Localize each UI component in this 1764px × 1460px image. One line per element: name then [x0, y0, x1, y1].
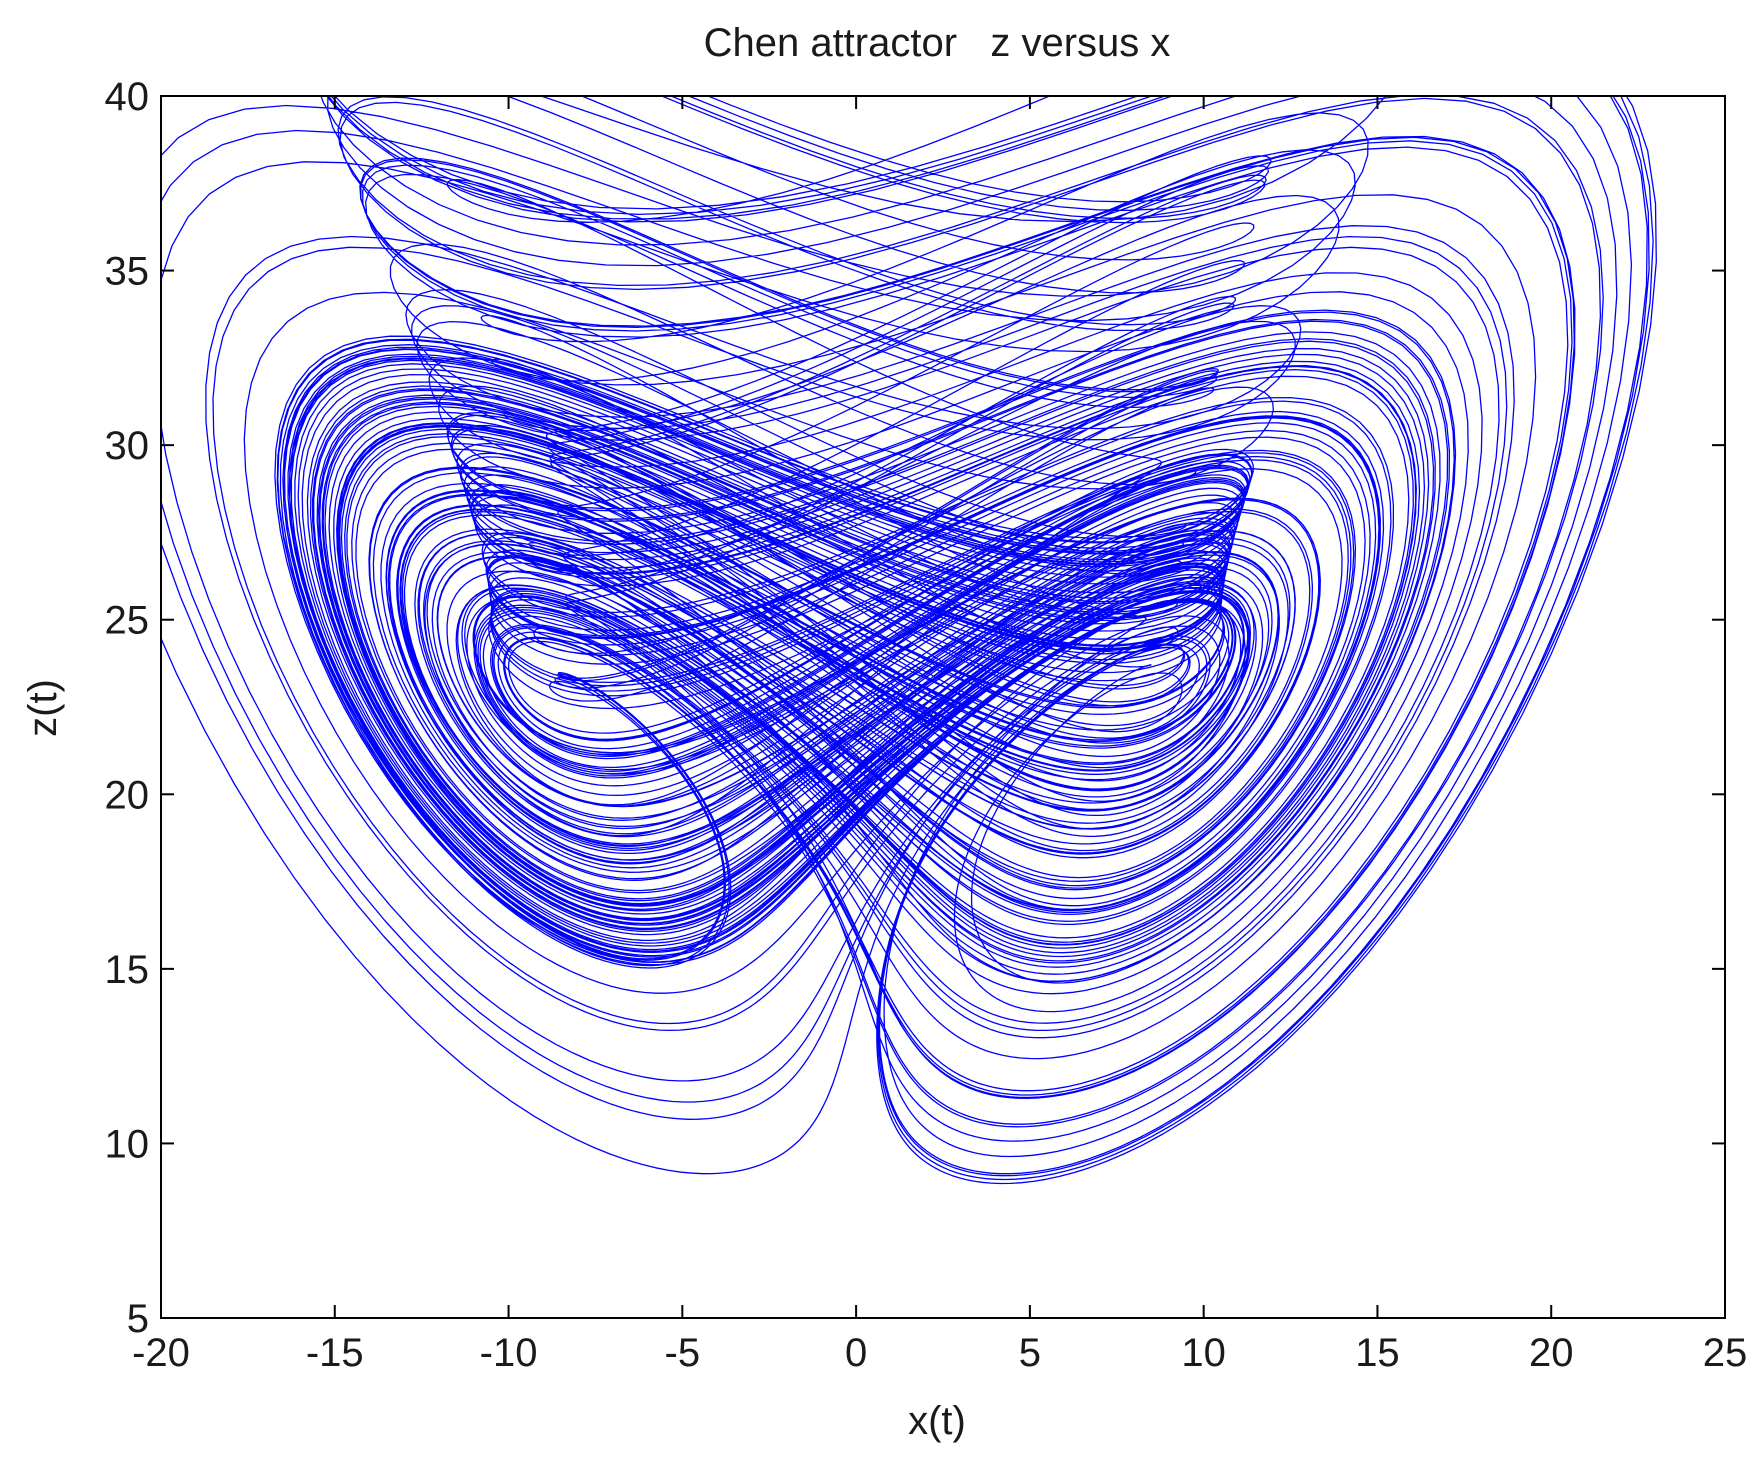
- y-tick-label: 25: [105, 599, 150, 643]
- x-tick-label: 0: [845, 1331, 867, 1375]
- x-tick-label: 15: [1355, 1331, 1400, 1375]
- y-tick-label: 35: [105, 250, 150, 294]
- x-tick-label: -20: [132, 1331, 190, 1375]
- chart-title: Chen attractor z versus x: [704, 21, 1171, 65]
- y-tick-label: 20: [105, 773, 150, 817]
- x-axis-ticks: -20 -15 -10 -5 0 5 10 15 20 25: [132, 96, 1747, 1375]
- x-tick-label: 5: [1019, 1331, 1041, 1375]
- y-axis-label: z(t): [21, 679, 65, 737]
- x-tick-label: -15: [306, 1331, 364, 1375]
- y-tick-label: 30: [105, 424, 150, 468]
- x-axis-label: x(t): [908, 1399, 966, 1443]
- attractor-trajectory-line: [161, 96, 1657, 1185]
- y-axis-ticks: 5 10 15 20 25 30 35 40: [105, 75, 1725, 1341]
- y-tick-label: 15: [105, 948, 150, 992]
- y-tick-label: 40: [105, 75, 150, 119]
- x-tick-label: 20: [1529, 1331, 1574, 1375]
- plot-area-frame: [160, 95, 1726, 1319]
- x-tick-label: -10: [480, 1331, 538, 1375]
- x-tick-label: 25: [1703, 1331, 1748, 1375]
- y-tick-label: 10: [105, 1122, 150, 1166]
- x-tick-label: -5: [665, 1331, 701, 1375]
- y-tick-label: 5: [127, 1297, 149, 1341]
- x-tick-label: 10: [1181, 1331, 1226, 1375]
